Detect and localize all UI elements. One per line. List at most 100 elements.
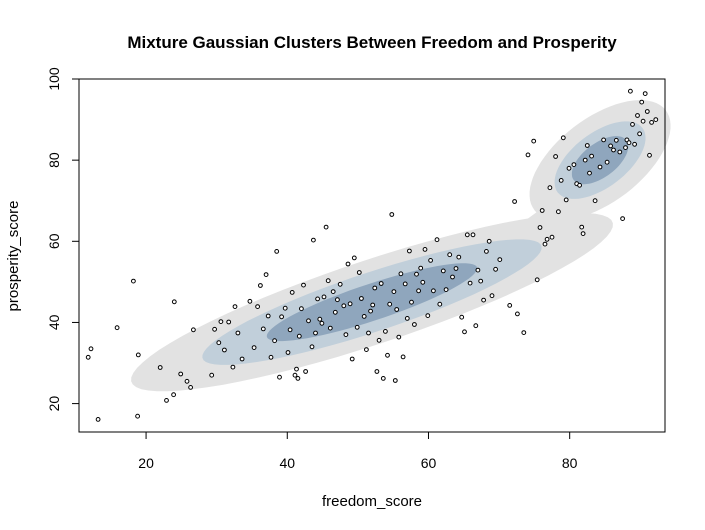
data-point: [407, 248, 412, 254]
data-point: [135, 352, 141, 358]
data-point: [188, 385, 194, 390]
y-axis-label: prosperity_score: [5, 201, 22, 312]
data-point: [473, 323, 479, 329]
data-point: [579, 224, 585, 230]
data-point: [351, 255, 357, 261]
data-point: [450, 274, 455, 280]
data-point: [443, 287, 449, 293]
data-point: [178, 371, 184, 377]
data-point: [251, 345, 257, 351]
data-point: [323, 224, 329, 230]
data-point: [171, 299, 177, 305]
chart-title: Mixture Gaussian Clusters Between Freedo…: [127, 33, 617, 52]
data-point: [330, 289, 336, 295]
x-axis-label: freedom_score: [322, 493, 422, 510]
x-tick-label: 20: [138, 455, 154, 471]
data-point: [212, 326, 218, 332]
data-point: [434, 237, 440, 243]
data-point: [222, 347, 227, 353]
data-point: [544, 236, 550, 242]
data-point: [295, 376, 301, 381]
data-point: [637, 131, 642, 137]
data-point: [611, 147, 616, 153]
data-point: [378, 281, 384, 286]
data-point: [311, 237, 316, 243]
data-point: [462, 329, 467, 335]
data-point: [512, 199, 517, 204]
data-point: [325, 278, 331, 284]
data-point: [294, 366, 299, 372]
data-point: [560, 135, 566, 141]
data-point: [617, 149, 623, 155]
data-point: [347, 301, 353, 307]
data-point: [85, 354, 91, 360]
data-point: [584, 143, 590, 148]
data-point: [566, 165, 572, 171]
data-point: [349, 356, 355, 362]
data-point: [422, 247, 428, 252]
data-point: [292, 372, 298, 378]
data-point: [464, 232, 470, 238]
data-point: [343, 332, 349, 338]
data-point: [247, 298, 253, 304]
data-point: [268, 354, 274, 360]
data-point: [383, 329, 388, 334]
data-point: [260, 326, 266, 332]
x-tick-label: 60: [421, 455, 437, 471]
data-point: [317, 316, 323, 322]
data-point: [437, 301, 443, 307]
data-point: [366, 330, 371, 336]
data-point: [374, 369, 380, 374]
data-point: [191, 327, 196, 333]
data-point: [459, 314, 465, 320]
data-point: [396, 334, 402, 340]
data-point: [484, 249, 489, 254]
data-point: [642, 91, 648, 96]
data-point: [420, 279, 426, 285]
data-point: [164, 398, 169, 403]
data-point: [404, 316, 410, 321]
data-point: [647, 152, 652, 158]
x-tick-label: 40: [279, 455, 295, 471]
data-point: [542, 241, 548, 247]
data-point: [309, 344, 315, 350]
data-point: [279, 314, 285, 320]
data-point: [489, 293, 495, 299]
data-point: [597, 164, 603, 170]
data-point: [431, 288, 436, 294]
data-point: [563, 197, 569, 203]
data-point: [467, 280, 473, 286]
data-point: [649, 120, 654, 125]
data-point: [209, 372, 215, 378]
data-point: [218, 319, 224, 325]
data-point: [493, 266, 499, 272]
data-point: [258, 283, 263, 288]
data-point: [644, 109, 650, 114]
data-point: [296, 333, 302, 339]
data-point: [623, 145, 628, 151]
data-point: [613, 137, 619, 143]
data-point: [571, 162, 577, 168]
data-point: [632, 141, 637, 147]
data-point: [409, 299, 414, 305]
data-point: [368, 308, 374, 314]
data-point: [263, 272, 269, 278]
data-point: [370, 302, 376, 308]
data-point: [321, 294, 327, 300]
data-point: [428, 258, 434, 263]
data-point: [425, 313, 431, 319]
data-point: [653, 117, 659, 122]
x-axis: 20 40 60 80: [138, 431, 578, 471]
data-point: [235, 330, 241, 336]
data-point: [447, 252, 453, 258]
data-point: [630, 122, 635, 127]
data-point: [287, 327, 293, 333]
data-point: [216, 340, 222, 346]
y-tick-label: 40: [46, 314, 62, 330]
data-point: [389, 212, 395, 217]
data-point: [282, 305, 288, 311]
data-point: [313, 330, 318, 336]
data-point: [289, 290, 295, 295]
data-point: [521, 330, 527, 336]
